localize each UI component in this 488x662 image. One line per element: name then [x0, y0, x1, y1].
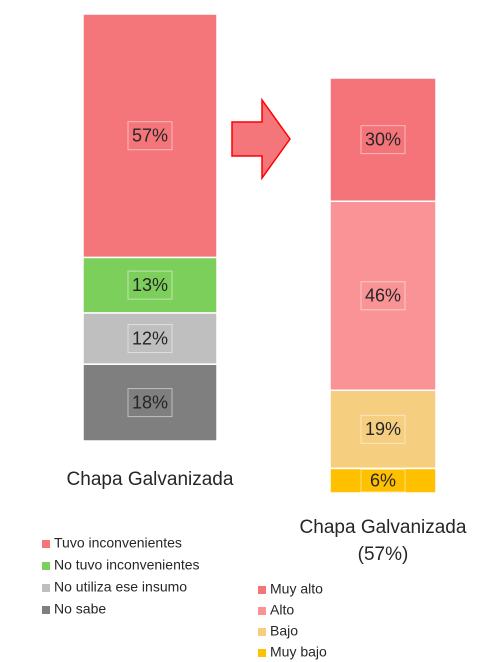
legend-label: Bajo [270, 623, 298, 639]
legend-swatch [42, 584, 50, 592]
data-label: 18% [132, 392, 168, 412]
data-label: 13% [132, 275, 168, 295]
legend-swatch [42, 540, 50, 548]
category-label: Chapa Galvanizada [66, 469, 234, 490]
label-box [127, 270, 173, 300]
data-label: 57% [132, 125, 168, 145]
label-box [360, 125, 406, 155]
data-label: 19% [365, 419, 401, 439]
legend-label: No tuvo inconvenientes [54, 557, 200, 573]
legend-swatch [258, 628, 266, 636]
legend-label: Tuvo inconvenientes [54, 535, 182, 551]
legend-label: No sabe [54, 601, 106, 617]
label-box [127, 324, 173, 354]
label-box [360, 414, 406, 444]
legend-swatch [42, 562, 50, 570]
data-label: 30% [365, 129, 401, 149]
label-box [360, 468, 406, 493]
label-box [127, 121, 173, 151]
legend-label: No utiliza ese insumo [54, 579, 187, 595]
legend-swatch [42, 606, 50, 614]
data-label: 6% [370, 470, 396, 490]
legend-label: Alto [270, 602, 294, 618]
data-label: 12% [132, 328, 168, 348]
legend-swatch [258, 607, 266, 615]
legend-swatch [258, 586, 266, 594]
legend-swatch [258, 649, 266, 657]
data-label: 46% [365, 286, 401, 306]
legend-label: Muy bajo [270, 644, 327, 660]
category-label: Chapa Galvanizada (57%) [299, 517, 467, 565]
legend-label: Muy alto [270, 581, 323, 597]
label-box [360, 281, 406, 311]
label-box [127, 388, 173, 418]
arrow [231, 97, 291, 181]
